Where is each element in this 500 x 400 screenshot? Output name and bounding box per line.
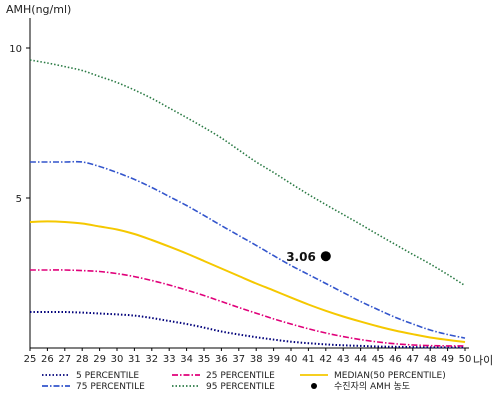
- x-tick-label: 45: [372, 354, 385, 365]
- x-tick-label: 47: [406, 354, 419, 365]
- x-tick-label: 40: [285, 354, 298, 365]
- legend-swatch-dot: [311, 383, 317, 389]
- legend-label: 수진자의 AMH 농도: [334, 381, 410, 392]
- series-line-3: [29, 220, 466, 343]
- x-tick-label: 43: [337, 354, 350, 365]
- x-tick-label: 46: [389, 354, 402, 365]
- x-tick-label: 32: [145, 354, 158, 365]
- y-tick-label: 5: [16, 194, 22, 205]
- x-tick-label: 48: [424, 354, 437, 365]
- series-line-4: [30, 160, 466, 339]
- x-tick-label: 36: [215, 354, 228, 365]
- x-tick-label: 34: [180, 354, 193, 365]
- series-line-1: [29, 310, 465, 349]
- legend-label: MEDIAN(50 PERCENTILE): [334, 371, 446, 381]
- x-tick-label: 50: [459, 354, 472, 365]
- x-tick-label: 42: [319, 354, 332, 365]
- x-tick-label: 27: [58, 354, 71, 365]
- series-line-5: [29, 59, 466, 287]
- x-tick-label: 29: [93, 354, 106, 365]
- x-tick-label: 44: [354, 354, 367, 365]
- legend-label: 5 PERCENTILE: [76, 371, 139, 381]
- series-layer: [29, 59, 466, 349]
- x-tick-label: 33: [163, 354, 176, 365]
- x-tick-label: 39: [267, 354, 280, 365]
- series-line-2: [30, 269, 466, 347]
- x-tick-label: 31: [128, 354, 141, 365]
- ticks: 5 10 25 26 27 28 29 30 31 32 33 34 35 36 37 38 39 40 41 42 4…: [9, 44, 471, 365]
- x-tick-label: 37: [232, 354, 245, 365]
- x-tick-label: 26: [41, 354, 54, 365]
- x-tick-label: 28: [76, 354, 89, 365]
- y-axis-title: AMH(ng/ml): [6, 3, 71, 16]
- x-tick-label: 35: [198, 354, 211, 365]
- x-tick-label: 30: [111, 354, 124, 365]
- legend: 5 PERCENTILE 25 PERCENTILE MEDIAN(50 PERCE…: [42, 371, 446, 392]
- x-axis-title: 나이: [473, 354, 493, 367]
- y-tick-label: 10: [9, 44, 22, 55]
- x-tick-label: 41: [302, 354, 315, 365]
- legend-label: 75 PERCENTILE: [76, 382, 145, 392]
- patient-amh-label: 3.06: [286, 250, 316, 264]
- x-tick-label: 25: [24, 354, 37, 365]
- legend-label: 95 PERCENTILE: [206, 382, 275, 392]
- points-layer: 3.06: [286, 250, 331, 264]
- x-tick-label: 38: [250, 354, 263, 365]
- legend-label: 25 PERCENTILE: [206, 371, 275, 381]
- x-tick-label: 49: [441, 354, 454, 365]
- patient-amh-point: [320, 251, 331, 262]
